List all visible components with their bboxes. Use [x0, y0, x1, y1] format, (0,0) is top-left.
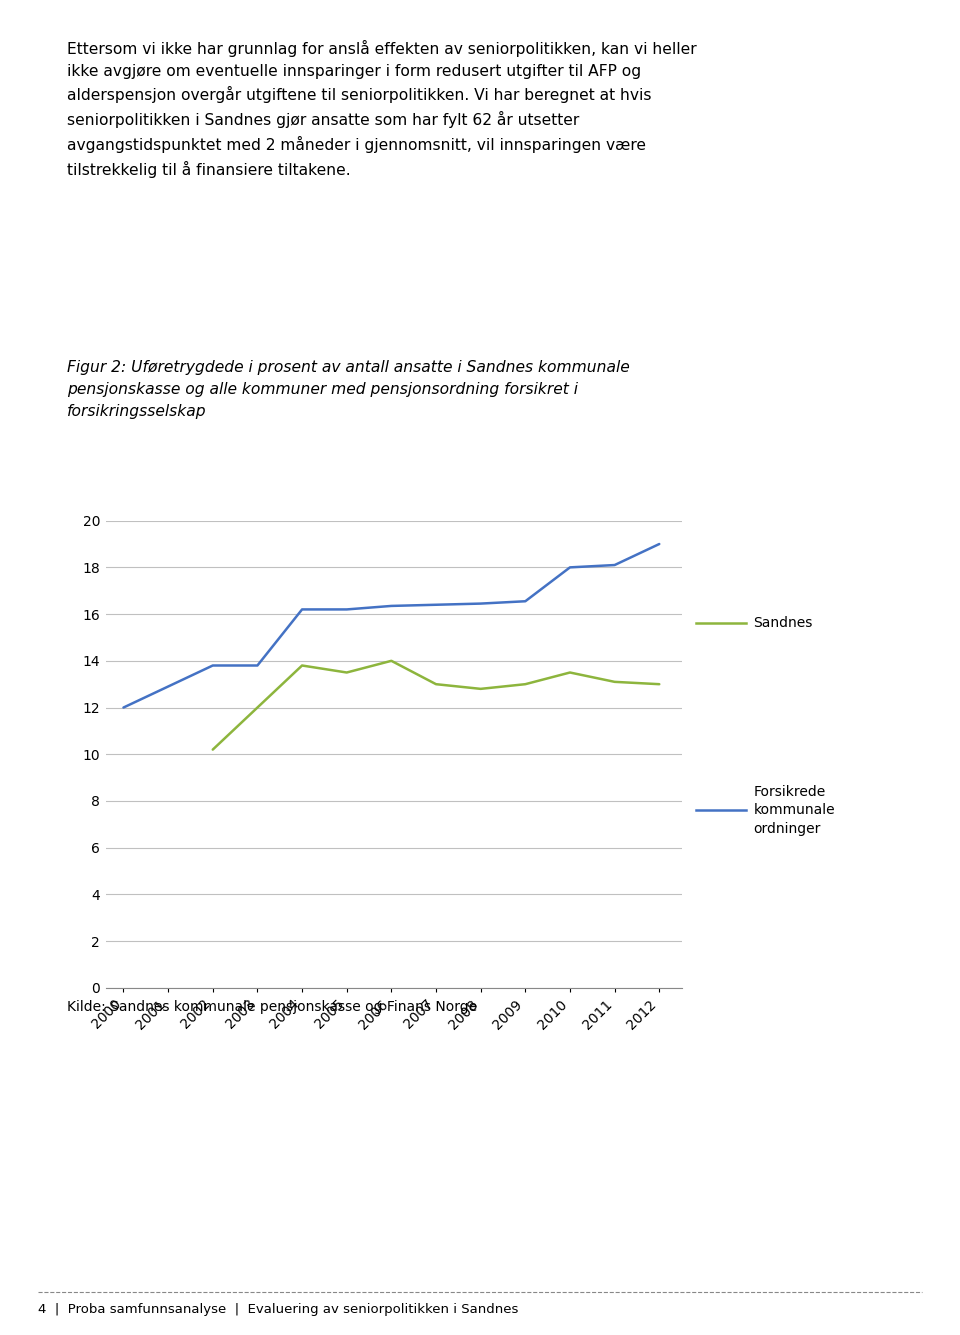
Text: Sandnes: Sandnes [754, 617, 813, 630]
Text: Forsikrede
kommunale
ordninger: Forsikrede kommunale ordninger [754, 785, 835, 836]
Text: Ettersom vi ikke har grunnlag for anslå effekten av seniorpolitikken, kan vi hel: Ettersom vi ikke har grunnlag for anslå … [67, 40, 697, 178]
Text: 4  |  Proba samfunnsanalyse  |  Evaluering av seniorpolitikken i Sandnes: 4 | Proba samfunnsanalyse | Evaluering a… [38, 1303, 518, 1316]
Text: Figur 2: Uføretrygdede i prosent av antall ansatte i Sandnes kommunale
pensjonsk: Figur 2: Uføretrygdede i prosent av anta… [67, 360, 630, 419]
Text: Kilde: Sandnes kommunale pensjonskasse og Finans Norge: Kilde: Sandnes kommunale pensjonskasse o… [67, 1000, 477, 1013]
